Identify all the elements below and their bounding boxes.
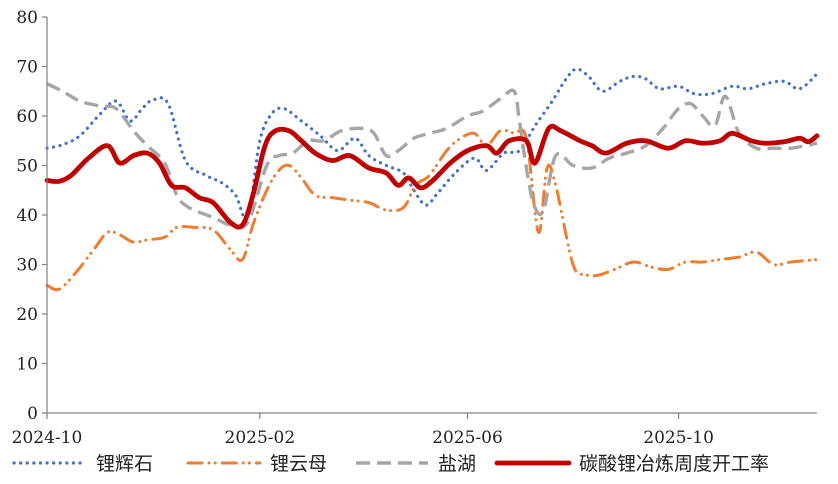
legend: 锂辉石 锂云母 盐湖 碳酸锂冶炼周度开工率 [12,453,769,475]
series-line-4 [44,123,820,230]
x-tick-label: 2024-10 [12,428,83,448]
legend-label-4: 碳酸锂冶炼周度开工率 [579,453,769,475]
y-tick-label: 40 [16,206,38,226]
y-tick-label: 70 [16,58,38,78]
series-lines [44,67,820,292]
x-tick-label: 2025-10 [643,428,714,448]
legend-label-2: 锂云母 [270,453,327,475]
y-tick-label: 10 [16,355,38,375]
series-line-3 [46,82,818,230]
y-tick-label: 60 [16,107,38,127]
legend-label-3: 盐湖 [438,453,476,475]
y-tick-label: 0 [27,404,38,424]
y-tick-label: 50 [16,157,38,177]
axes: 0 10 20 30 40 50 60 70 80 2024-10 2025-02 2025-06 20… [12,8,817,448]
legend-label-1: 锂辉石 [96,453,153,475]
y-tick-label: 20 [16,305,38,325]
series-line-1 [45,67,819,221]
y-tick-label: 80 [16,8,38,28]
series-line-2 [45,128,819,292]
x-tick-label: 2025-02 [225,428,296,448]
x-tick-label: 2025-06 [432,428,503,448]
y-tick-label: 30 [16,256,38,276]
